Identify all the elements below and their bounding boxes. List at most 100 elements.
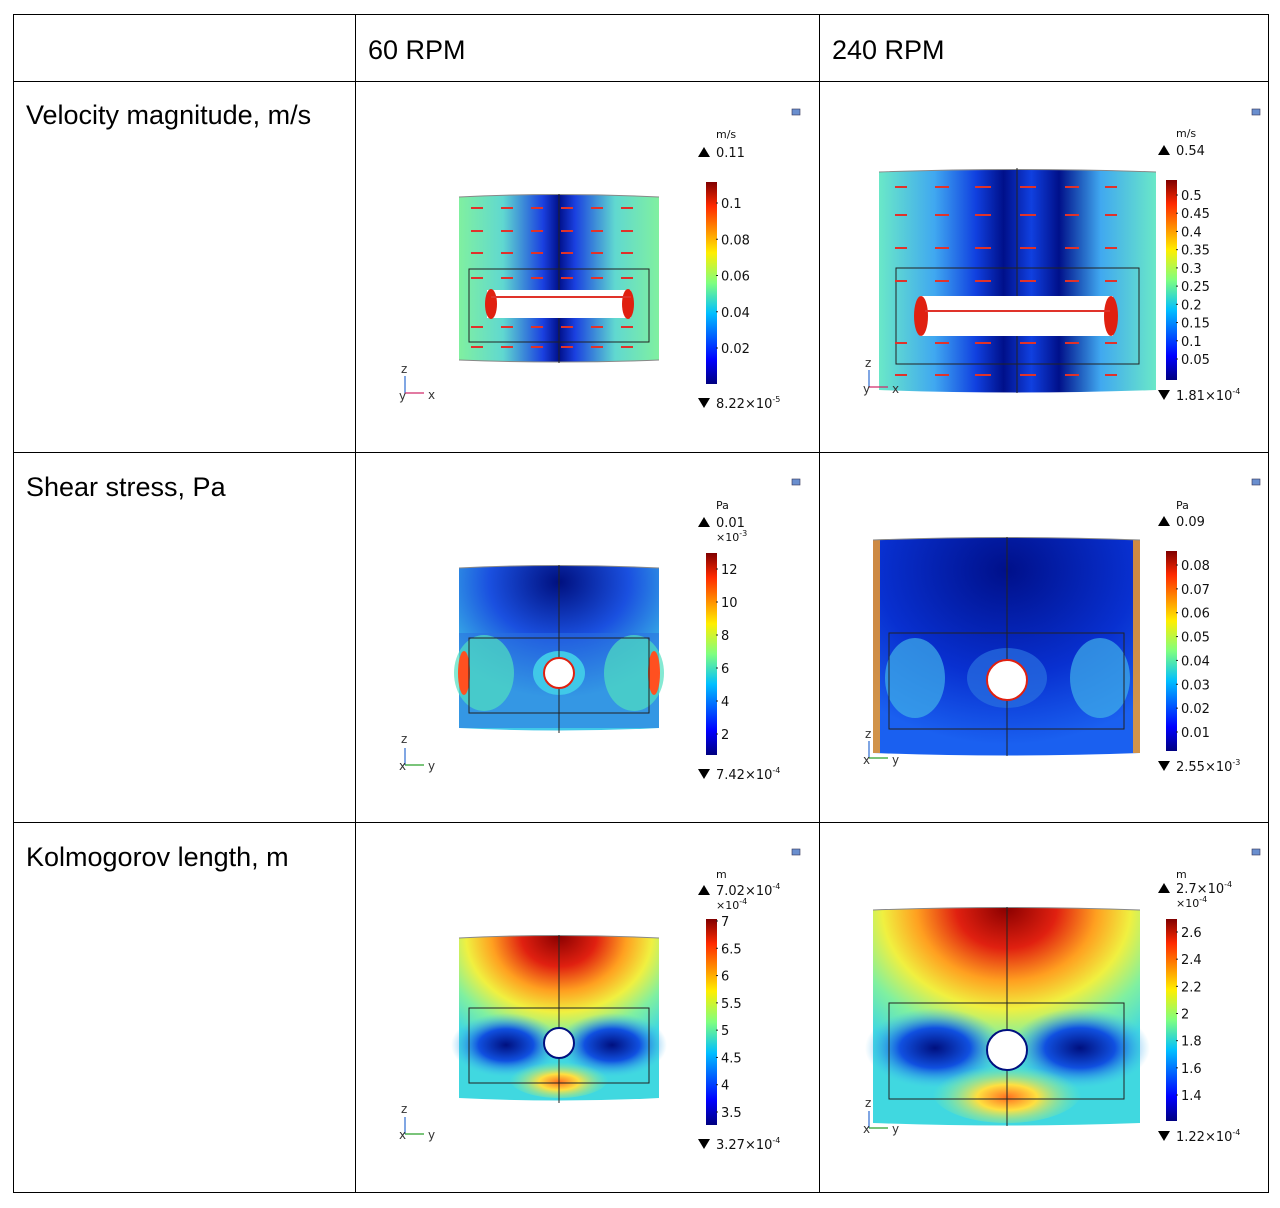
colorbar-tick-label: 0.3 [1181, 262, 1202, 277]
svg-text:x: x [892, 382, 899, 396]
colorbar-tick-label: 0.4 [1181, 225, 1202, 240]
svg-text:7.42×10-4: 7.42×10-4 [716, 766, 780, 783]
velocity-plot-60rpm: z y x m/s 0.11 0.1 0.08 0.06 0.04 0.02 8.22×… [399, 108, 801, 412]
svg-text:3.27×10-4: 3.27×10-4 [716, 1136, 780, 1153]
color-legend: m/s 0.11 0.1 0.08 0.06 0.04 0.02 8.22×10-5 [698, 128, 780, 412]
svg-text:x: x [399, 759, 406, 773]
plot-toolbar-icon[interactable] [1251, 848, 1261, 856]
kolmogorov-plot-240rpm: z x y m 2.7×10-4 ×10-4 2.6 2.4 2.2 2 1.8 1.6 1… [863, 848, 1261, 1145]
impeller-hub [543, 657, 575, 689]
row-divider [13, 452, 1269, 453]
colorbar-tick-label: 2.2 [1181, 980, 1202, 995]
impeller-hub [986, 1029, 1028, 1071]
svg-text:z: z [865, 356, 871, 370]
svg-text:1.22×10-4: 1.22×10-4 [1176, 1128, 1240, 1145]
colorbar-tick-label: 0.06 [1181, 607, 1210, 622]
colorbar-tick-label: 2 [721, 728, 729, 743]
axis-triad: z x y [863, 727, 899, 767]
colorbar-tick-label: 1.8 [1181, 1035, 1202, 1050]
colorbar-tick-label: 0.15 [1181, 317, 1210, 332]
svg-text:Pa: Pa [716, 499, 729, 512]
svg-text:0.54: 0.54 [1176, 144, 1205, 159]
header-60-rpm: 60 RPM [368, 35, 466, 65]
velocity-arrows [471, 207, 633, 348]
colorbar-tick-label: 10 [721, 596, 738, 611]
results-table [13, 14, 1269, 1193]
svg-text:Pa: Pa [1176, 499, 1189, 512]
svg-text:y: y [428, 1128, 435, 1142]
plot-toolbar-icon[interactable] [1251, 108, 1261, 116]
colorbar-tick-label: 0.03 [1181, 678, 1210, 693]
colorbar-tick-label: 0.08 [1181, 559, 1210, 574]
colorbar-tick-label: 0.04 [1181, 654, 1210, 669]
colorbar [1166, 551, 1177, 751]
plot-toolbar-icon[interactable] [1251, 478, 1261, 486]
velocity-arrows [895, 186, 1117, 376]
svg-text:2.7×10-4: 2.7×10-4 [1176, 880, 1232, 897]
column-divider [355, 14, 356, 1193]
colorbar [706, 182, 717, 384]
colorbar-tick-label: 0.01 [1181, 726, 1210, 741]
impeller-hub [543, 1027, 575, 1059]
svg-text:0.11: 0.11 [716, 146, 745, 161]
svg-text:×10-3: ×10-3 [716, 529, 747, 544]
kolmogorov-plot-60rpm: z x y m 7.02×10-4 ×10-4 7 6.5 6 5.5 5 4.5 4 3.5… [399, 848, 801, 1153]
row-label-kolmogorov: Kolmogorov length, m [26, 842, 289, 872]
row-label-velocity: Velocity magnitude, m/s [26, 100, 312, 130]
color-legend: m/s 0.54 0.5 0.45 0.4 0.35 0.3 0.25 0.2 0.15 0.1… [1158, 127, 1240, 404]
axis-triad: z x y [863, 1096, 899, 1136]
color-legend: m 2.7×10-4 ×10-4 2.6 2.4 2.2 2 1.8 1.6 1.4 1.2… [1158, 868, 1240, 1145]
colorbar-tick-label: 6 [721, 662, 729, 677]
axis-triad: z x y [399, 1102, 435, 1142]
plot-toolbar-icon[interactable] [791, 848, 801, 856]
svg-text:y: y [892, 753, 899, 767]
colorbar-tick-label: 2.4 [1181, 953, 1202, 968]
colorbar-tick-label: 1.4 [1181, 1089, 1202, 1104]
colorbar-tick-label: 7 [721, 915, 729, 930]
svg-text:m/s: m/s [1176, 127, 1196, 140]
plot-toolbar-icon[interactable] [791, 478, 801, 486]
colorbar-tick-label: 0.05 [1181, 631, 1210, 646]
row-divider [13, 81, 1269, 82]
colorbar-tick-label: 0.35 [1181, 244, 1210, 259]
colorbar-tick-label: 0.06 [721, 270, 750, 285]
axis-triad: z y x [863, 356, 899, 396]
colorbar-tick-label: 5 [721, 1024, 729, 1039]
colorbar [1166, 180, 1177, 380]
header-240-rpm: 240 RPM [832, 35, 945, 65]
svg-text:z: z [401, 1102, 407, 1116]
svg-text:z: z [865, 1096, 871, 1110]
colorbar-tick-label: 0.1 [721, 197, 742, 212]
shear-plot-240rpm: z x y Pa 0.09 0.08 0.07 0.06 0.05 0.04 0.03 0.… [863, 478, 1261, 775]
svg-text:x: x [428, 388, 435, 402]
colorbar-tick-label: 3.5 [721, 1106, 742, 1121]
svg-text:m/s: m/s [716, 128, 736, 141]
colorbar-tick-label: 4 [721, 1079, 729, 1094]
svg-text:z: z [865, 727, 871, 741]
colorbar-tick-label: 6 [721, 970, 729, 985]
colorbar-tick-label: 5.5 [721, 997, 742, 1012]
colorbar-tick-label: 12 [721, 563, 738, 578]
svg-text:x: x [863, 753, 870, 767]
colorbar-tick-label: 2 [1181, 1008, 1189, 1023]
colorbar-tick-label: 4 [721, 695, 729, 710]
svg-text:x: x [399, 1128, 406, 1142]
column-divider [819, 14, 820, 1193]
colorbar-tick-label: 0.2 [1181, 298, 1202, 313]
plot-toolbar-icon[interactable] [791, 108, 801, 116]
color-legend: m 7.02×10-4 ×10-4 7 6.5 6 5.5 5 4.5 4 3.5 3.27×… [698, 868, 780, 1153]
svg-text:×10-4: ×10-4 [716, 897, 747, 912]
colorbar-tick-label: 8 [721, 629, 729, 644]
colorbar-tick-label: 0.45 [1181, 207, 1210, 222]
impeller-blade [487, 290, 631, 318]
svg-text:0.01: 0.01 [716, 516, 745, 531]
svg-text:z: z [401, 732, 407, 746]
svg-text:×10-4: ×10-4 [1176, 895, 1207, 910]
svg-text:m: m [716, 868, 727, 881]
impeller-hub [986, 659, 1028, 701]
colorbar-tick-label: 2.6 [1181, 926, 1202, 941]
axis-triad: z x y [399, 732, 435, 773]
colorbar-tick-label: 6.5 [721, 942, 742, 957]
colorbar-tick-label: 0.5 [1181, 189, 1202, 204]
svg-text:1.81×10-4: 1.81×10-4 [1176, 387, 1240, 404]
